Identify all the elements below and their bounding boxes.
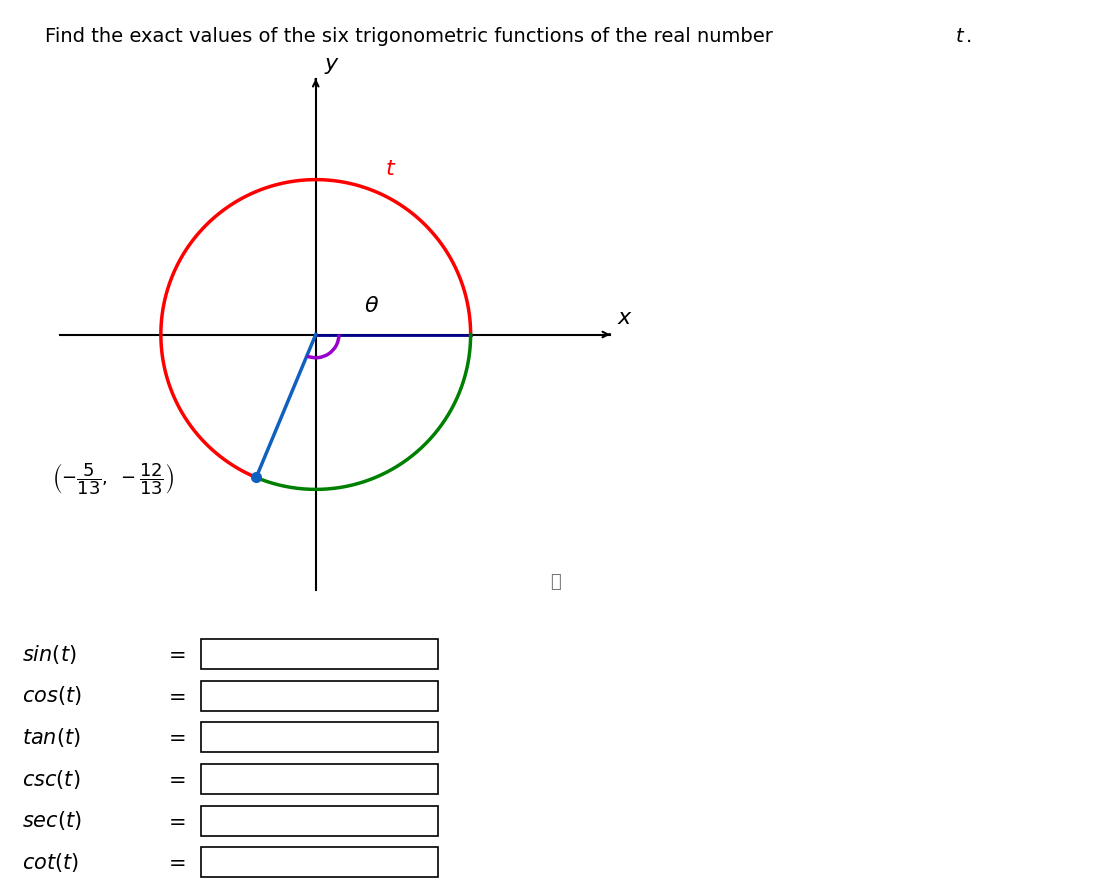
Text: $=$: $=$ xyxy=(164,811,185,830)
Bar xyxy=(201,764,438,794)
Text: $\mathit{cot}(t)$: $\mathit{cot}(t)$ xyxy=(22,851,79,874)
Text: $\mathit{tan}(t)$: $\mathit{tan}(t)$ xyxy=(22,726,82,749)
Text: $\theta$: $\theta$ xyxy=(364,296,380,316)
Text: $\left(-\dfrac{5}{13},\ -\dfrac{12}{13}\right)$: $\left(-\dfrac{5}{13},\ -\dfrac{12}{13}\… xyxy=(52,461,174,497)
Bar xyxy=(201,681,438,711)
Bar xyxy=(201,805,438,836)
Text: $\mathit{csc}(t)$: $\mathit{csc}(t)$ xyxy=(22,767,80,790)
Text: $=$: $=$ xyxy=(164,852,185,872)
Text: Find the exact values of the six trigonometric functions of the real number: Find the exact values of the six trigono… xyxy=(45,27,779,45)
Text: $t$: $t$ xyxy=(955,27,965,45)
Text: x: x xyxy=(618,309,631,328)
Text: $=$: $=$ xyxy=(164,644,185,665)
Text: y: y xyxy=(325,54,338,74)
Text: $t$: $t$ xyxy=(385,159,397,179)
Text: .: . xyxy=(966,27,973,45)
Bar xyxy=(201,640,438,669)
Text: $\mathit{sec}(t)$: $\mathit{sec}(t)$ xyxy=(22,809,83,832)
Text: ⓘ: ⓘ xyxy=(551,574,561,591)
Text: $=$: $=$ xyxy=(164,686,185,706)
Text: $\mathit{cos}(t)$: $\mathit{cos}(t)$ xyxy=(22,684,83,707)
Text: $\mathit{sin}(t)$: $\mathit{sin}(t)$ xyxy=(22,642,77,665)
Text: $=$: $=$ xyxy=(164,769,185,789)
Bar xyxy=(201,723,438,752)
Text: $=$: $=$ xyxy=(164,727,185,747)
Bar xyxy=(201,847,438,877)
